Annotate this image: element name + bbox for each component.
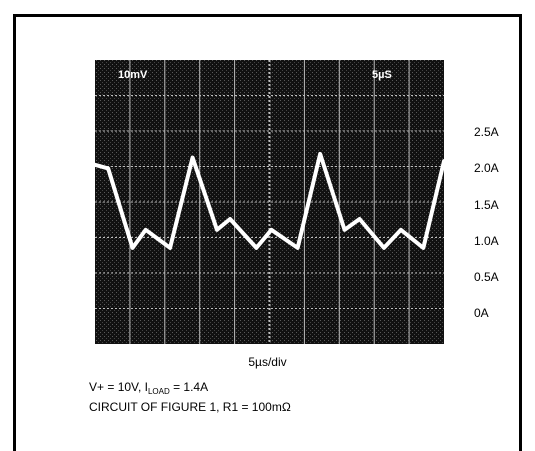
data-point [358, 217, 362, 221]
conditions-line-1: V+ = 10V, ILOAD = 1.4A [89, 380, 208, 399]
data-point [442, 159, 446, 163]
x-axis-label: 5µs/div [248, 355, 287, 369]
data-point [318, 152, 322, 156]
data-point [421, 246, 425, 250]
data-point [215, 228, 219, 232]
data-point [144, 228, 148, 232]
data-point [296, 246, 300, 250]
y-tick-label: 2.5A [474, 125, 499, 140]
data-point [228, 217, 232, 221]
y-tick-label: 1.0A [474, 233, 499, 248]
figure-frame [13, 14, 522, 451]
y-tick-label: 0A [474, 305, 489, 320]
conditions-prefix: V+ = 10V, I [89, 380, 148, 394]
screen-label-left: 10mV [118, 69, 148, 81]
data-point [254, 246, 258, 250]
screen-label-right: 5µS [372, 69, 392, 81]
conditions-suffix: = 1.4A [169, 380, 209, 394]
y-tick-label: 0.5A [474, 269, 499, 284]
grid [95, 60, 444, 344]
series-trace [93, 151, 446, 250]
data-point [131, 246, 135, 250]
conditions-subscript: LOAD [147, 387, 170, 396]
data-points [93, 152, 446, 250]
y-tick-label: 2.0A [474, 161, 499, 176]
data-point [106, 166, 110, 170]
data-point [168, 246, 172, 250]
y-tick-label: 1.5A [474, 197, 499, 212]
data-point [93, 163, 97, 167]
data-point [343, 228, 347, 232]
data-point [382, 246, 386, 250]
data-point [399, 228, 403, 232]
data-point [191, 156, 195, 160]
conditions-line-2: CIRCUIT OF FIGURE 1, R1 = 100mΩ [89, 400, 291, 414]
data-point [269, 228, 273, 232]
